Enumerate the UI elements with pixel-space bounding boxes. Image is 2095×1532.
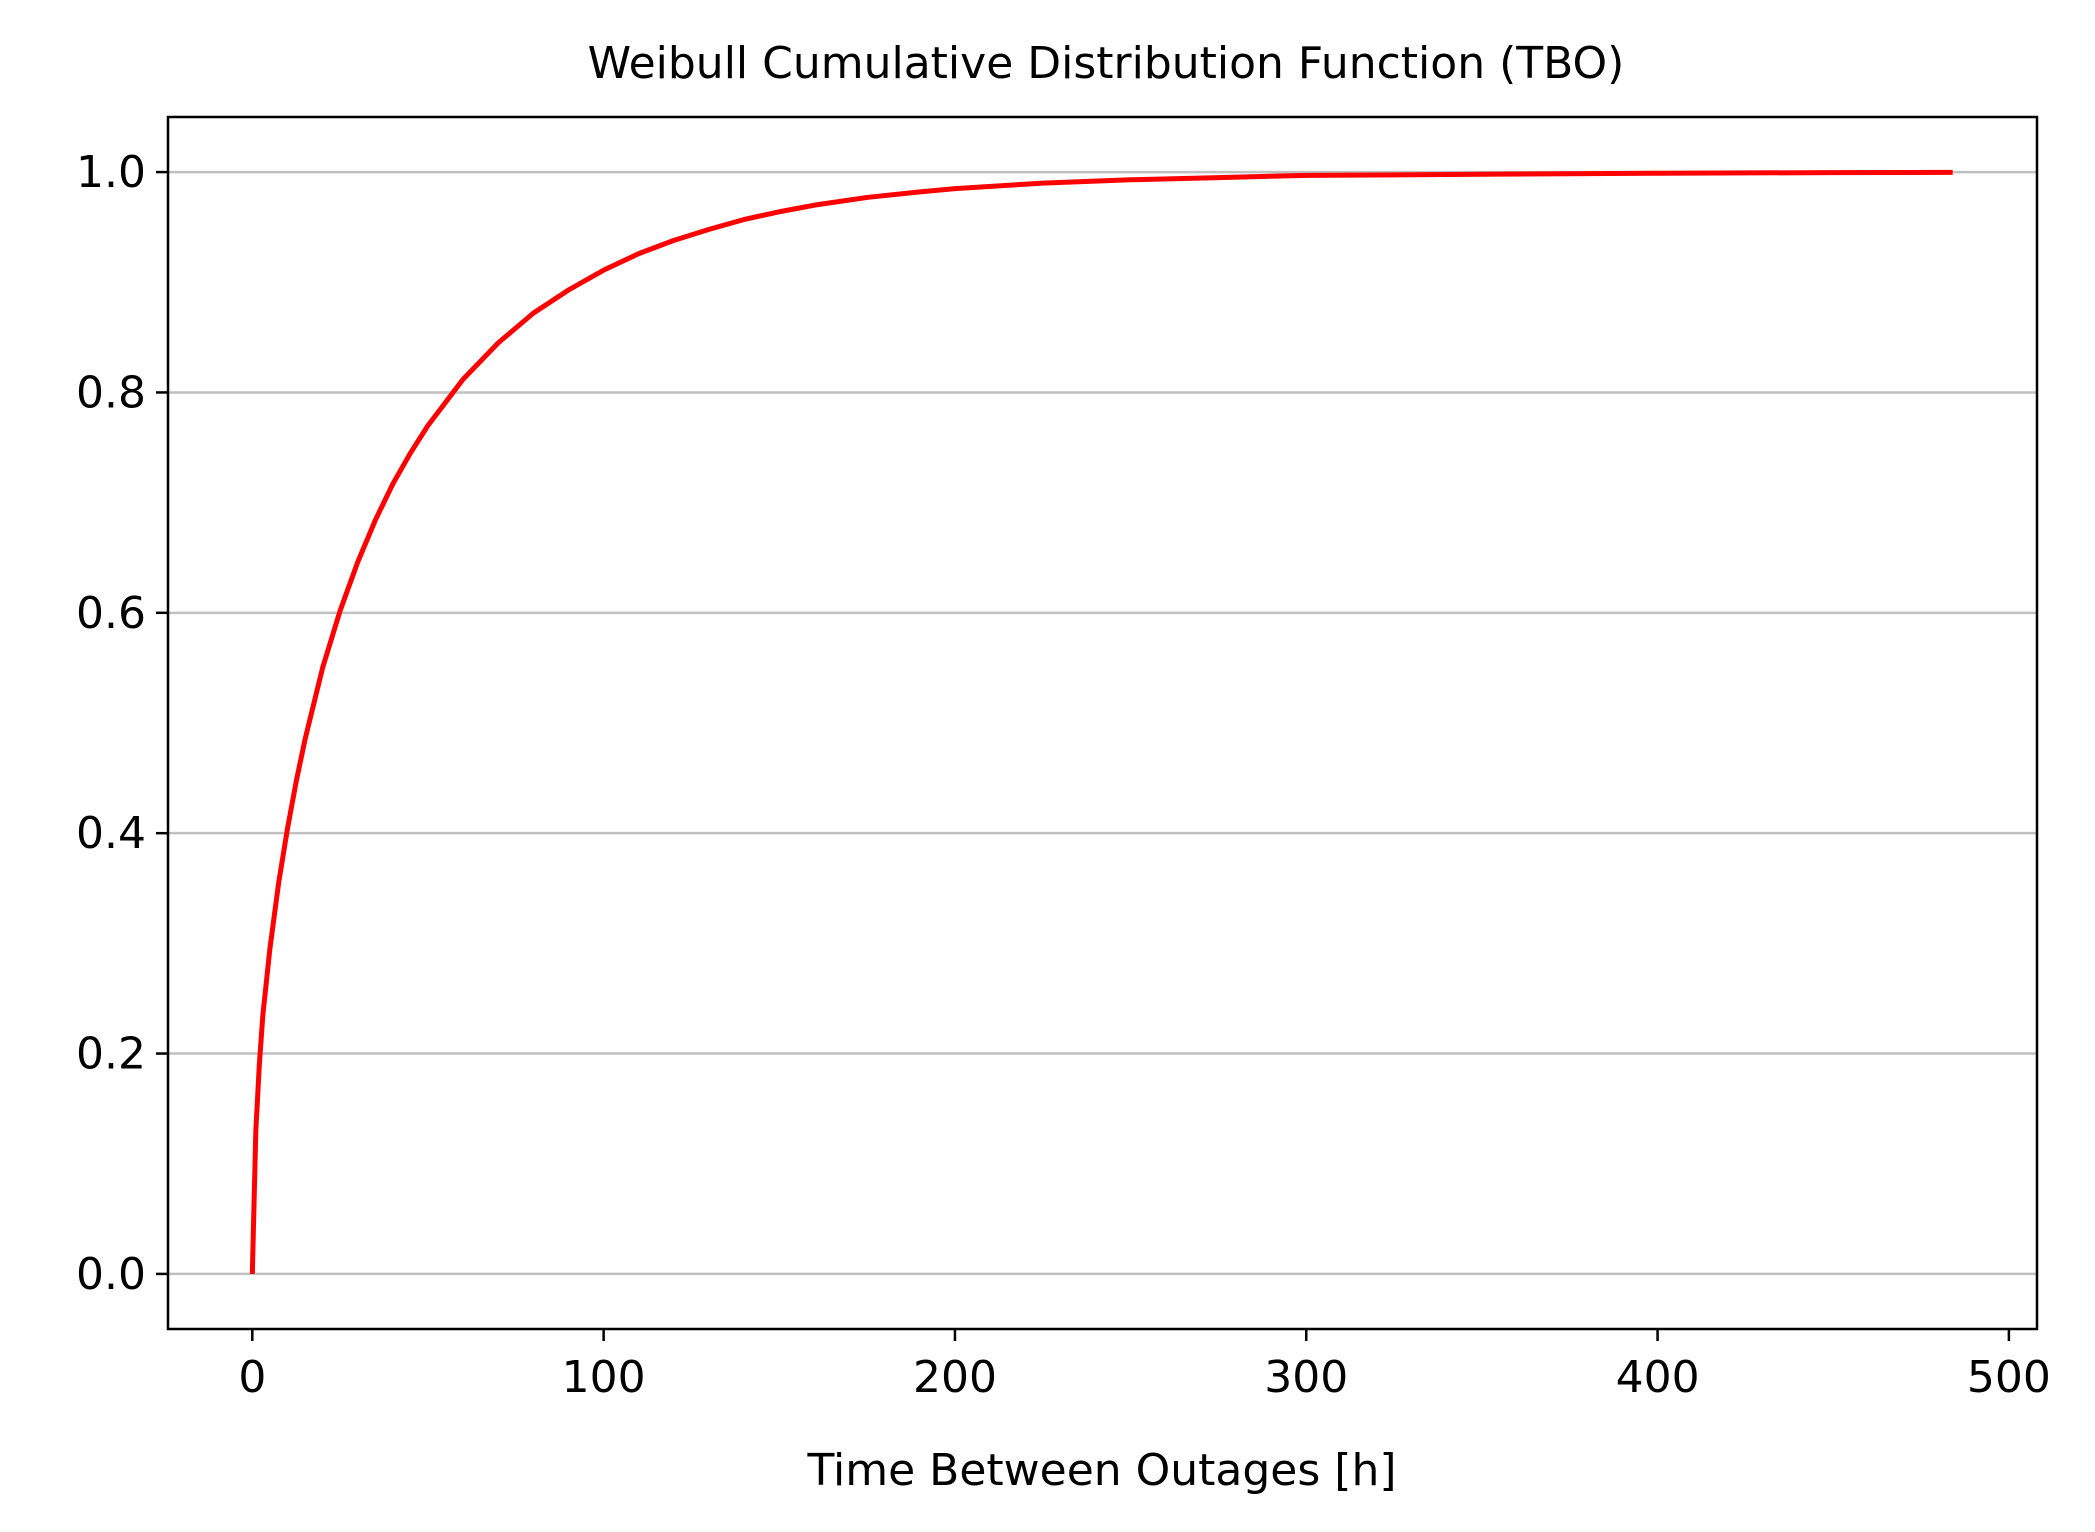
x-axis-ticks: 0 100 200 300 400 500 xyxy=(238,1329,2051,1403)
gridlines xyxy=(168,170,2037,1276)
plot-frame xyxy=(166,115,2039,1331)
y-tick-label: 0.8 xyxy=(76,367,146,418)
y-tick-label: 0.4 xyxy=(76,808,146,859)
x-tick-label: 0 xyxy=(238,1352,266,1403)
x-tick-label: 400 xyxy=(1616,1352,1700,1403)
y-tick-label: 1.0 xyxy=(76,147,146,198)
x-tick-label: 500 xyxy=(1967,1352,2051,1403)
series-layer xyxy=(249,169,1953,1274)
y-axis-ticks: 0.0 0.2 0.4 0.6 0.8 1.0 xyxy=(76,147,168,1300)
x-tick-label: 300 xyxy=(1264,1352,1348,1403)
x-tick-label: 200 xyxy=(913,1352,997,1403)
y-tick-label: 0.2 xyxy=(76,1029,146,1080)
x-tick-label: 100 xyxy=(562,1352,646,1403)
series-line xyxy=(249,169,1953,1274)
y-tick-label: 0.0 xyxy=(76,1249,146,1300)
chart-title: Weibull Cumulative Distribution Function… xyxy=(588,38,1625,89)
y-tick-label: 0.6 xyxy=(76,588,146,639)
x-axis-label: Time Between Outages [h] xyxy=(806,1445,1396,1496)
